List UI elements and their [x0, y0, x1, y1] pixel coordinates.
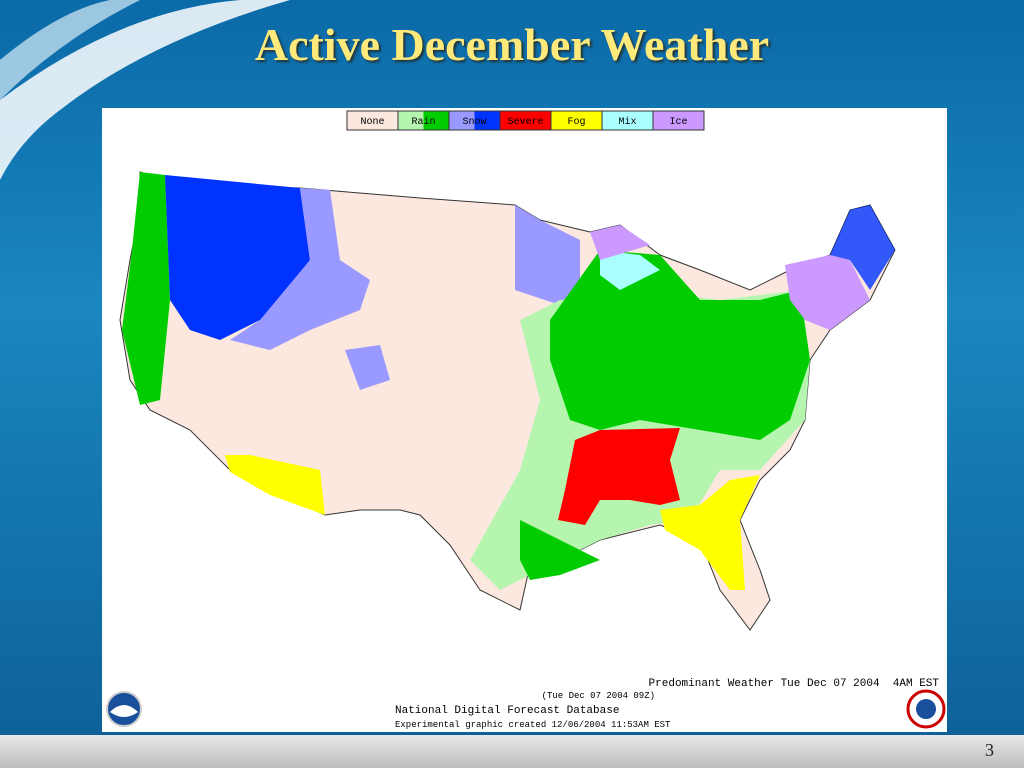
legend-swatch	[347, 111, 398, 130]
legend-label: None	[360, 117, 384, 128]
page-number: 3	[985, 740, 994, 760]
nws-logo	[906, 689, 946, 729]
weather-areas	[122, 172, 895, 590]
legend-swatch	[551, 111, 602, 130]
product-label: Predominant Weather Tue Dec 07 2004 4AM …	[649, 678, 940, 690]
legend-swatch	[653, 111, 704, 130]
noaa-logo	[106, 691, 142, 727]
legend-swatch	[423, 111, 449, 130]
slide-title: Active December Weather	[254, 19, 770, 70]
legend-label: Severe	[507, 117, 543, 128]
legend-box	[652, 110, 705, 131]
legend-swatch	[474, 111, 500, 130]
source-label: National Digital Forecast Database	[395, 705, 619, 717]
footer-bar	[0, 735, 1024, 768]
weather-map: None Rain Snow Severe Fog Mix Ice Predominant …	[102, 108, 947, 732]
legend-label: Mix	[618, 116, 636, 128]
legend-label: Rain	[411, 116, 435, 128]
legend-swatch	[500, 111, 551, 130]
legend: None Rain Snow Severe Fog Mix Ice	[346, 110, 705, 131]
swoosh	[0, 0, 290, 180]
legend-label: Fog	[567, 117, 585, 128]
legend-swatch	[398, 111, 424, 130]
legend-swatch	[602, 111, 653, 130]
legend-swatch	[449, 111, 475, 130]
legend-label: Snow	[462, 117, 486, 128]
created-label: Experimental graphic created 12/06/2004 …	[395, 720, 671, 730]
valid-time: (Tue Dec 07 2004 09Z)	[542, 691, 655, 701]
legend-label: Ice	[669, 117, 687, 128]
